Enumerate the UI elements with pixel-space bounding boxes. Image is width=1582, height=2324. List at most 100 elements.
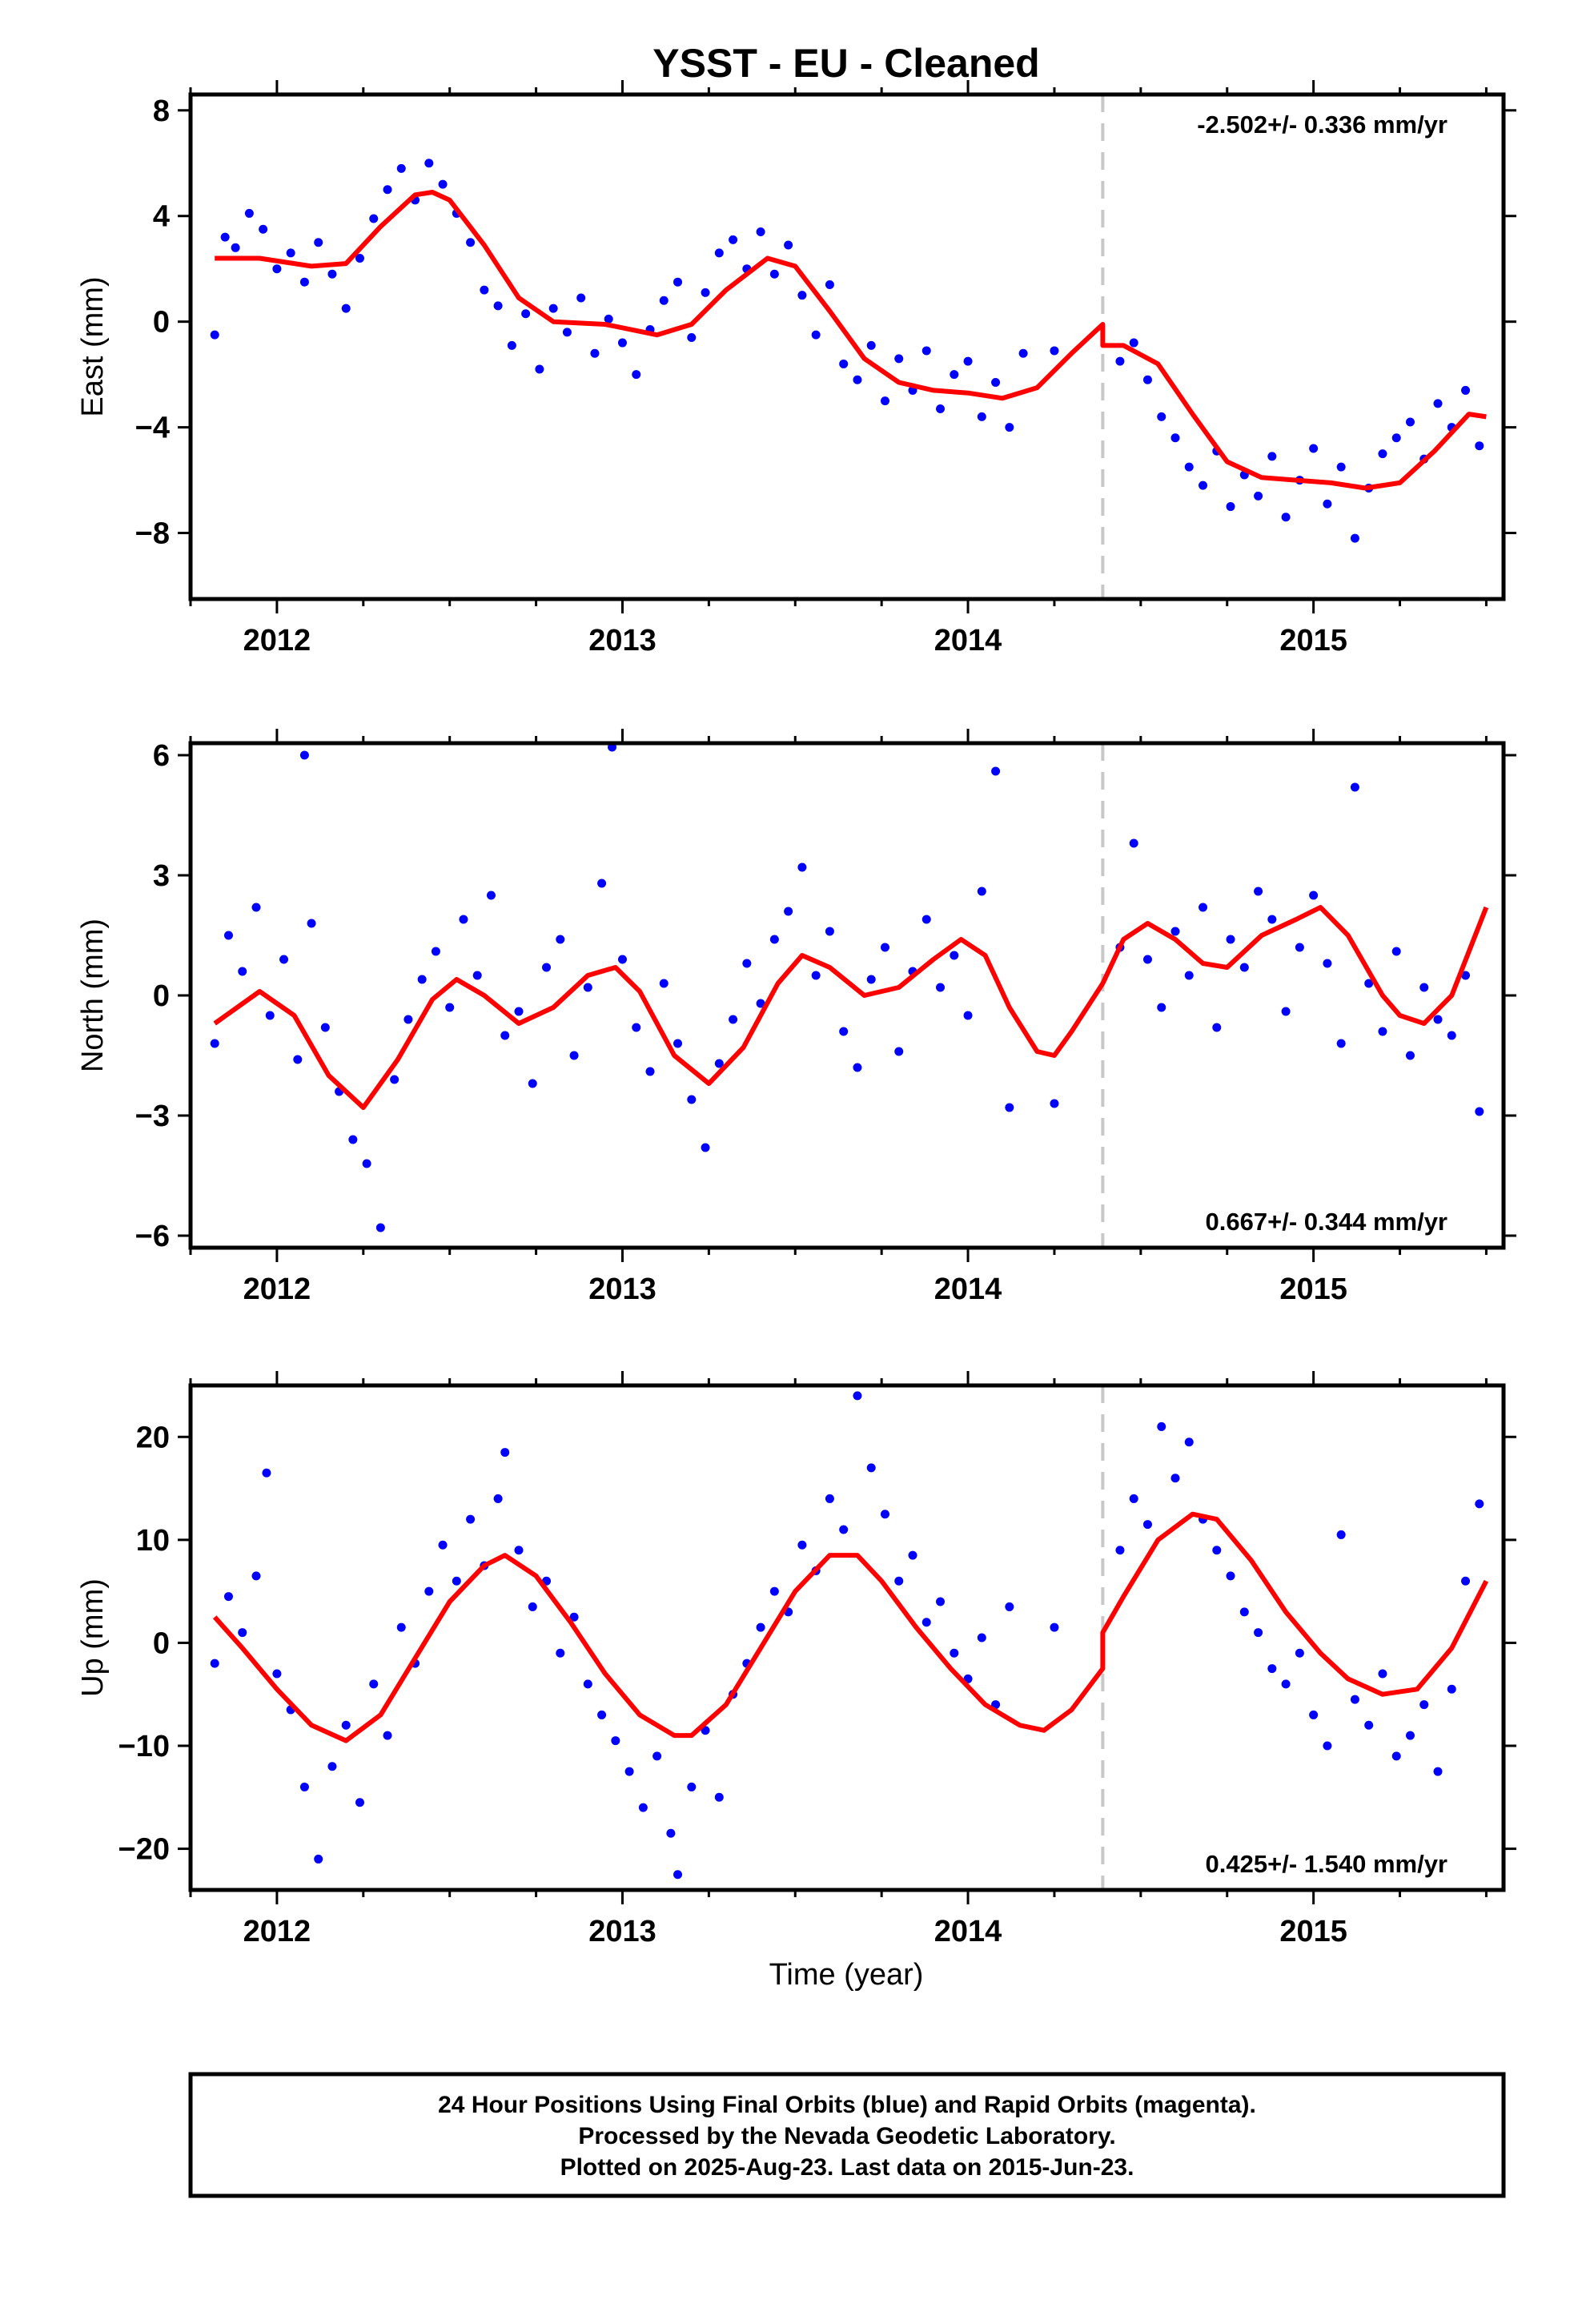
- up-point: [825, 1494, 834, 1503]
- north-point: [866, 975, 876, 984]
- up-point: [1433, 1767, 1443, 1776]
- north-ytick-label: −6: [135, 1220, 170, 1253]
- north-point: [853, 1063, 862, 1072]
- east-point: [1184, 462, 1194, 472]
- east-point: [424, 159, 434, 168]
- up-ytick-label: 10: [136, 1524, 170, 1558]
- up-frame: [188, 1383, 1506, 1892]
- north-point: [756, 999, 765, 1008]
- up-point: [262, 1468, 271, 1478]
- up-point: [673, 1870, 683, 1880]
- east-point: [1405, 417, 1415, 427]
- up-point: [210, 1659, 219, 1668]
- east-xtick-label: 2014: [934, 624, 1002, 657]
- north-point: [1405, 1051, 1415, 1060]
- north-point: [742, 959, 752, 968]
- north-point: [472, 971, 482, 980]
- east-point: [438, 179, 448, 189]
- east-point: [480, 285, 489, 295]
- east-point: [784, 240, 793, 250]
- north-axis-label: North (mm): [76, 919, 110, 1072]
- north-point: [645, 1067, 655, 1076]
- up-point: [1309, 1710, 1319, 1719]
- east-point: [1129, 338, 1138, 348]
- north-point: [1364, 979, 1374, 988]
- up-point: [1267, 1664, 1277, 1674]
- north-point: [486, 891, 496, 900]
- east-point: [341, 304, 351, 313]
- north-point: [880, 943, 889, 952]
- east-ytick-label: −4: [135, 412, 170, 445]
- up-point: [687, 1782, 697, 1791]
- north-point: [977, 887, 986, 896]
- east-point: [1350, 533, 1359, 543]
- east-point: [1323, 499, 1332, 509]
- up-point: [396, 1622, 406, 1632]
- east-point: [825, 279, 834, 289]
- up-point: [1475, 1499, 1484, 1509]
- footer-line-2: Processed by the Nevada Geodetic Laborat…: [578, 2123, 1115, 2149]
- north-point: [569, 1051, 579, 1060]
- up-point: [466, 1514, 476, 1524]
- north-point: [583, 983, 592, 992]
- north-point: [320, 1023, 330, 1032]
- north-point: [1461, 971, 1471, 980]
- east-point: [1142, 375, 1152, 384]
- north-point: [769, 935, 779, 944]
- east-point: [327, 269, 337, 279]
- up-point: [1323, 1741, 1332, 1751]
- up-point: [1364, 1720, 1374, 1730]
- east-ytick-label: 4: [153, 200, 170, 234]
- north-point: [459, 915, 468, 924]
- up-point: [977, 1633, 986, 1642]
- east-frame: [188, 92, 1506, 601]
- north-point: [714, 1059, 724, 1068]
- east-point: [1199, 480, 1208, 490]
- north-point: [514, 1007, 524, 1016]
- up-panel: −20 −10 0 10 20 2012 2013 2014 2015 Up (mm) 0.425+…: [76, 1371, 1516, 1948]
- figure-title: YSST - EU - Cleaned: [652, 41, 1039, 86]
- east-point: [687, 332, 697, 342]
- north-point: [673, 1039, 683, 1048]
- north-point: [500, 1031, 510, 1040]
- north-point: [293, 1055, 303, 1064]
- up-point: [714, 1792, 724, 1802]
- north-point: [279, 955, 289, 964]
- east-rate-label: -2.502+/- 0.336 mm/yr: [1197, 111, 1447, 139]
- north-point: [797, 862, 807, 872]
- up-ytick-label: −20: [118, 1833, 170, 1867]
- east-point: [466, 238, 476, 247]
- east-point: [231, 243, 240, 252]
- north-point: [362, 1159, 371, 1168]
- north-point: [210, 1039, 219, 1048]
- up-point: [238, 1628, 247, 1638]
- east-point: [1005, 423, 1014, 432]
- north-point: [608, 743, 617, 752]
- x-axis-label: Time (year): [769, 1958, 924, 1992]
- up-point: [327, 1762, 337, 1771]
- east-axis-label: East (mm): [76, 276, 110, 416]
- north-point: [1254, 887, 1263, 896]
- east-point: [220, 232, 230, 242]
- east-point: [1267, 452, 1277, 461]
- north-point: [921, 915, 931, 924]
- up-point: [1226, 1571, 1235, 1581]
- north-point: [417, 975, 427, 984]
- east-point: [756, 227, 765, 237]
- north-point: [1475, 1107, 1484, 1116]
- east-point: [272, 264, 282, 274]
- up-point: [569, 1612, 579, 1622]
- north-xtick-label: 2014: [934, 1273, 1002, 1306]
- north-point: [404, 1015, 413, 1024]
- north-frame: [188, 741, 1506, 1250]
- north-point: [991, 766, 1001, 776]
- up-xtick-label: 2013: [588, 1915, 656, 1948]
- north-point: [950, 951, 959, 960]
- up-point: [528, 1602, 537, 1611]
- east-point: [921, 346, 931, 356]
- north-point: [632, 1023, 641, 1032]
- east-point: [1115, 356, 1125, 366]
- up-point: [1005, 1602, 1014, 1611]
- east-ytick-label: −8: [135, 517, 170, 551]
